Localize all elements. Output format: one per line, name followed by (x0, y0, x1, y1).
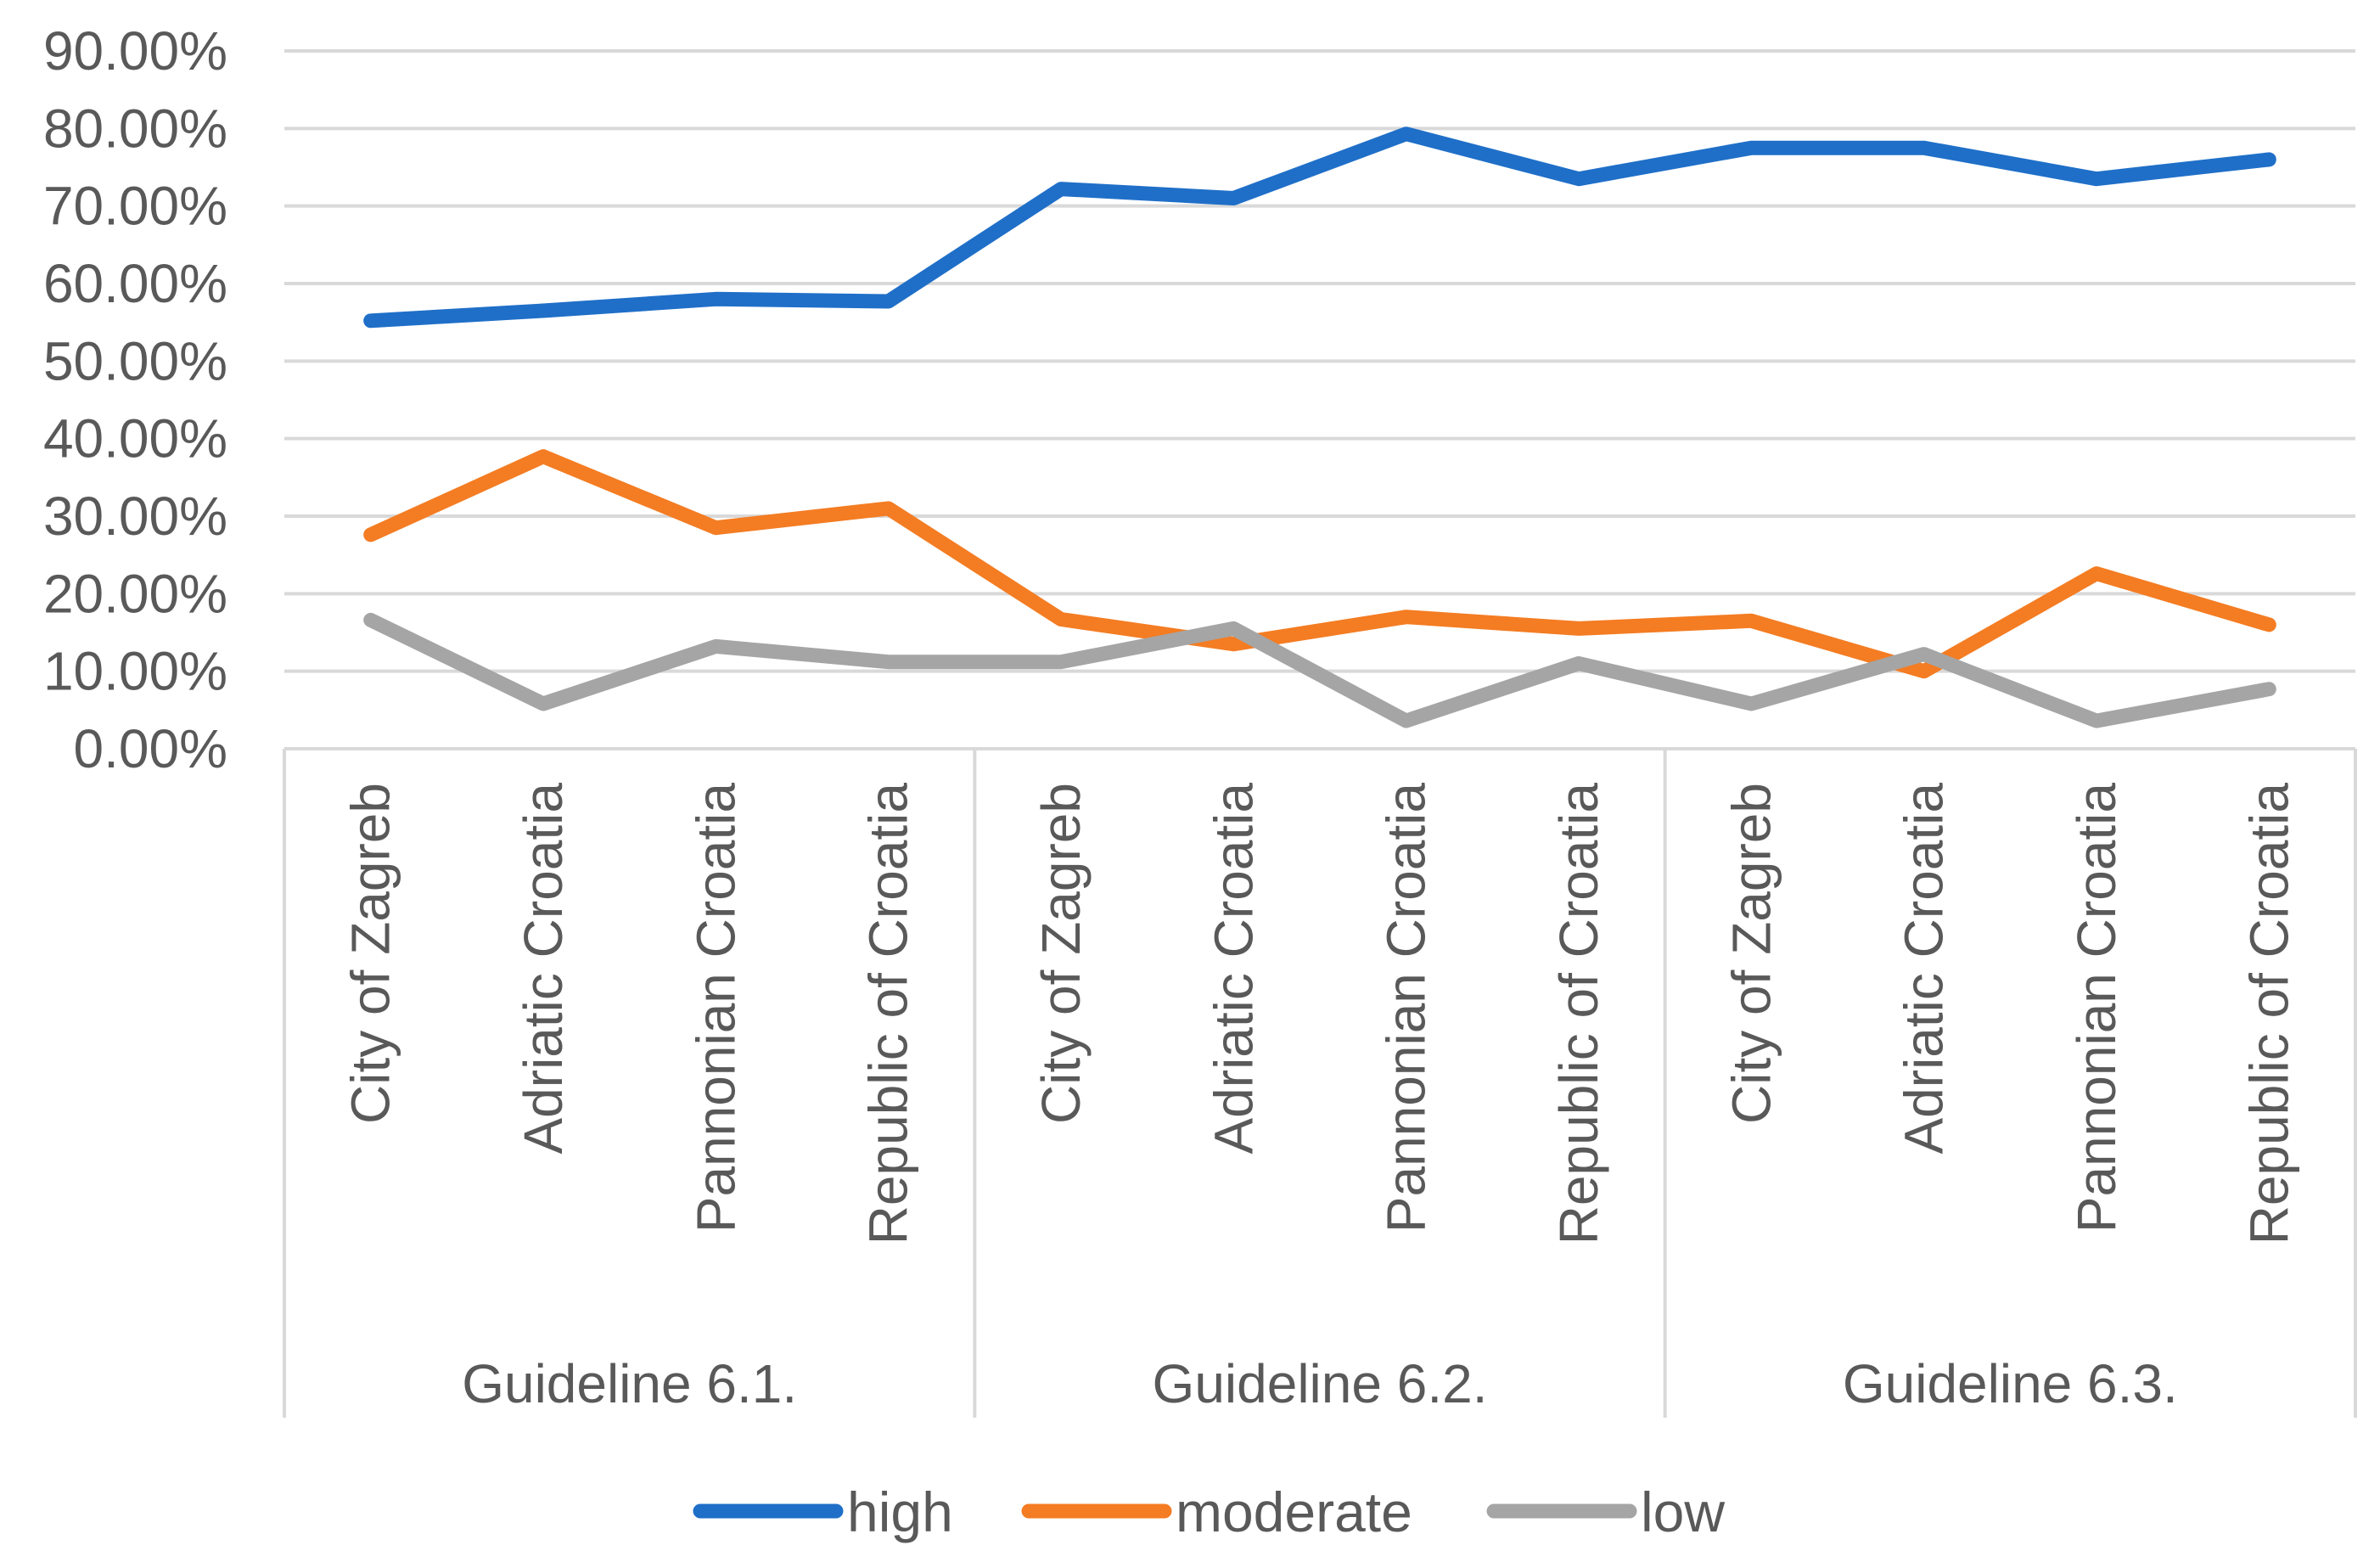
series-line-low (363, 612, 2276, 728)
category-label: City of Zagreb (1720, 783, 1782, 1124)
category-label: Republic of Croatia (2238, 783, 2299, 1245)
y-tick-label: 50.00% (43, 330, 227, 391)
category-label: Pannonian Croatia (1376, 783, 1437, 1233)
y-tick-label: 40.00% (43, 408, 227, 469)
y-tick-label: 10.00% (43, 641, 227, 702)
category-label: Adriatic Croatia (1203, 783, 1264, 1155)
category-label: Pannonian Croatia (685, 783, 746, 1233)
series-line-high (363, 126, 2276, 329)
legend-label-moderate: moderate (1176, 1481, 1412, 1543)
y-tick-label: 20.00% (43, 563, 227, 624)
y-tick-label: 70.00% (43, 176, 227, 237)
group-label: Guideline 6.1. (462, 1353, 797, 1414)
category-label: Republic of Croatia (1548, 783, 1609, 1245)
category-label: Adriatic Croatia (1894, 783, 1955, 1155)
category-label: City of Zagreb (340, 783, 401, 1124)
legend: high moderate low (693, 1481, 1725, 1543)
y-tick-label: 80.00% (43, 98, 227, 159)
gridlines (284, 49, 2355, 750)
legend-label-high: high (847, 1481, 953, 1543)
y-tick-label: 90.00% (43, 20, 227, 81)
series-line-moderate (363, 449, 2276, 679)
category-label: Republic of Croatia (858, 783, 919, 1245)
y-tick-label: 30.00% (43, 486, 227, 547)
group-label: Guideline 6.2. (1153, 1353, 1488, 1414)
y-tick-label: 0.00% (74, 718, 227, 779)
category-label: City of Zagreb (1030, 783, 1092, 1124)
group-label: Guideline 6.3. (1843, 1353, 2178, 1414)
x-axis: City of Zagreb Adriatic Croatia Pannonian … (283, 749, 2357, 1418)
series-lines (363, 126, 2276, 728)
y-tick-label: 60.00% (43, 253, 227, 314)
y-axis-tick-labels: 0.00% 10.00% 20.00% 30.00% 40.00% 50.00% 60.00… (43, 20, 227, 779)
category-label: Pannonian Croatia (2066, 783, 2127, 1233)
legend-label-low: low (1641, 1481, 1725, 1543)
category-label: Adriatic Croatia (513, 783, 574, 1155)
